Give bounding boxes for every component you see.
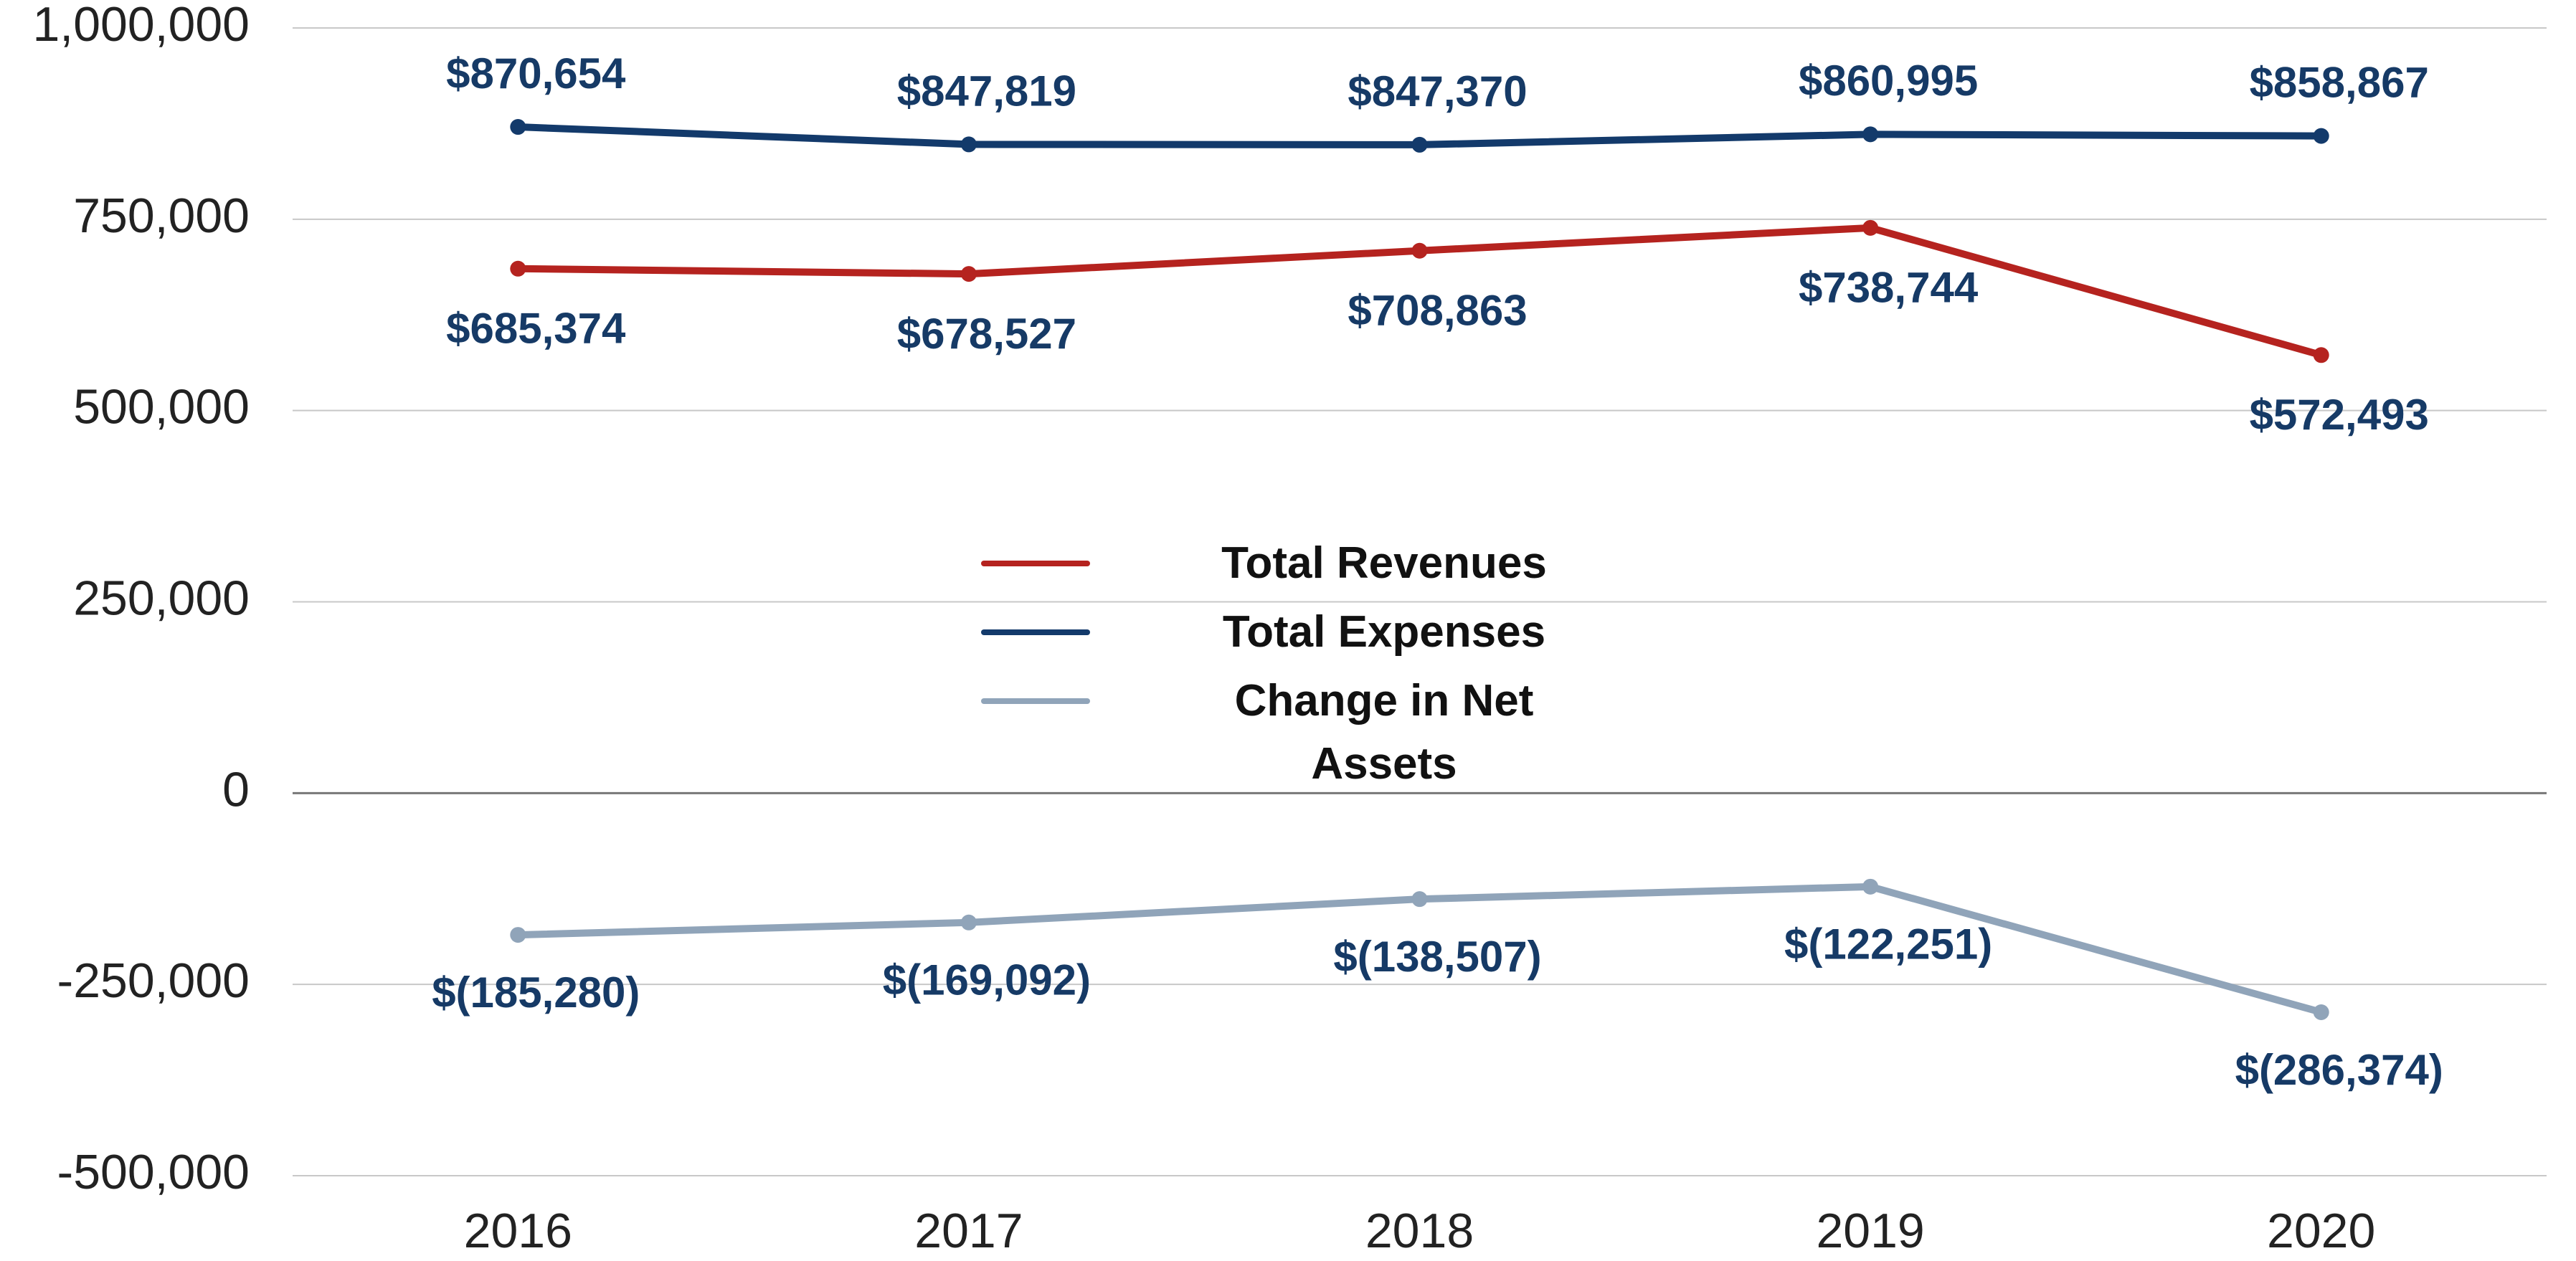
- data-label: $858,867: [2250, 58, 2429, 106]
- data-point: [960, 914, 977, 931]
- legend-label: Change in Net Assets: [1234, 676, 1534, 789]
- data-point: [510, 260, 526, 277]
- data-point: [2313, 347, 2329, 363]
- legend-swatch: [981, 629, 1090, 635]
- data-label: $(122,251): [1784, 920, 1992, 969]
- data-label: $708,863: [1348, 287, 1527, 335]
- data-label: $(169,092): [883, 956, 1091, 1004]
- legend-label: Total Expenses: [1222, 607, 1546, 657]
- data-point: [2313, 128, 2329, 144]
- y-tick-label: 1,000,000: [32, 0, 250, 52]
- data-point: [1411, 242, 1428, 259]
- data-point: [510, 927, 526, 943]
- data-label: $870,654: [446, 49, 626, 97]
- y-tick-label: -500,000: [57, 1145, 250, 1199]
- y-tick-label: 750,000: [73, 189, 250, 243]
- x-tick-label: 2017: [914, 1204, 1023, 1258]
- data-label: $678,527: [897, 310, 1076, 358]
- legend-item: Change in Net Assets: [961, 668, 1606, 789]
- data-point: [1411, 891, 1428, 908]
- x-tick-label: 2018: [1365, 1204, 1474, 1258]
- data-point: [1862, 219, 1879, 236]
- data-label: $847,370: [1348, 67, 1527, 115]
- legend-swatch: [981, 561, 1090, 566]
- data-label: $685,374: [446, 305, 626, 353]
- data-label: $860,995: [1799, 57, 1978, 105]
- data-point: [1411, 136, 1428, 153]
- legend-label: Total Revenues: [1221, 538, 1547, 588]
- data-label: $572,493: [2250, 391, 2429, 439]
- data-point: [960, 136, 977, 153]
- legend-item: Total Expenses: [961, 599, 1606, 668]
- legend: Total Revenues Total Expenses Change in Ne…: [961, 530, 1606, 789]
- data-label: $(286,374): [2235, 1046, 2443, 1094]
- data-point: [2313, 1004, 2329, 1020]
- x-tick-label: 2020: [2267, 1204, 2375, 1258]
- legend-item: Total Revenues: [961, 530, 1606, 599]
- x-tick-label: 2019: [1816, 1204, 1924, 1258]
- data-point: [960, 266, 977, 282]
- data-point: [510, 119, 526, 135]
- y-tick-label: 250,000: [73, 571, 250, 625]
- y-tick-label: 500,000: [73, 380, 250, 434]
- y-tick-label: -250,000: [57, 953, 250, 1008]
- data-label: $738,744: [1799, 264, 1979, 312]
- y-tick-label: 0: [222, 762, 250, 817]
- data-label: $(138,507): [1333, 933, 1541, 981]
- legend-swatch: [981, 698, 1090, 704]
- data-point: [1862, 878, 1879, 895]
- data-label: $(185,280): [432, 969, 640, 1017]
- x-tick-label: 2016: [464, 1204, 572, 1258]
- data-point: [1862, 126, 1879, 143]
- data-label: $847,819: [897, 67, 1076, 115]
